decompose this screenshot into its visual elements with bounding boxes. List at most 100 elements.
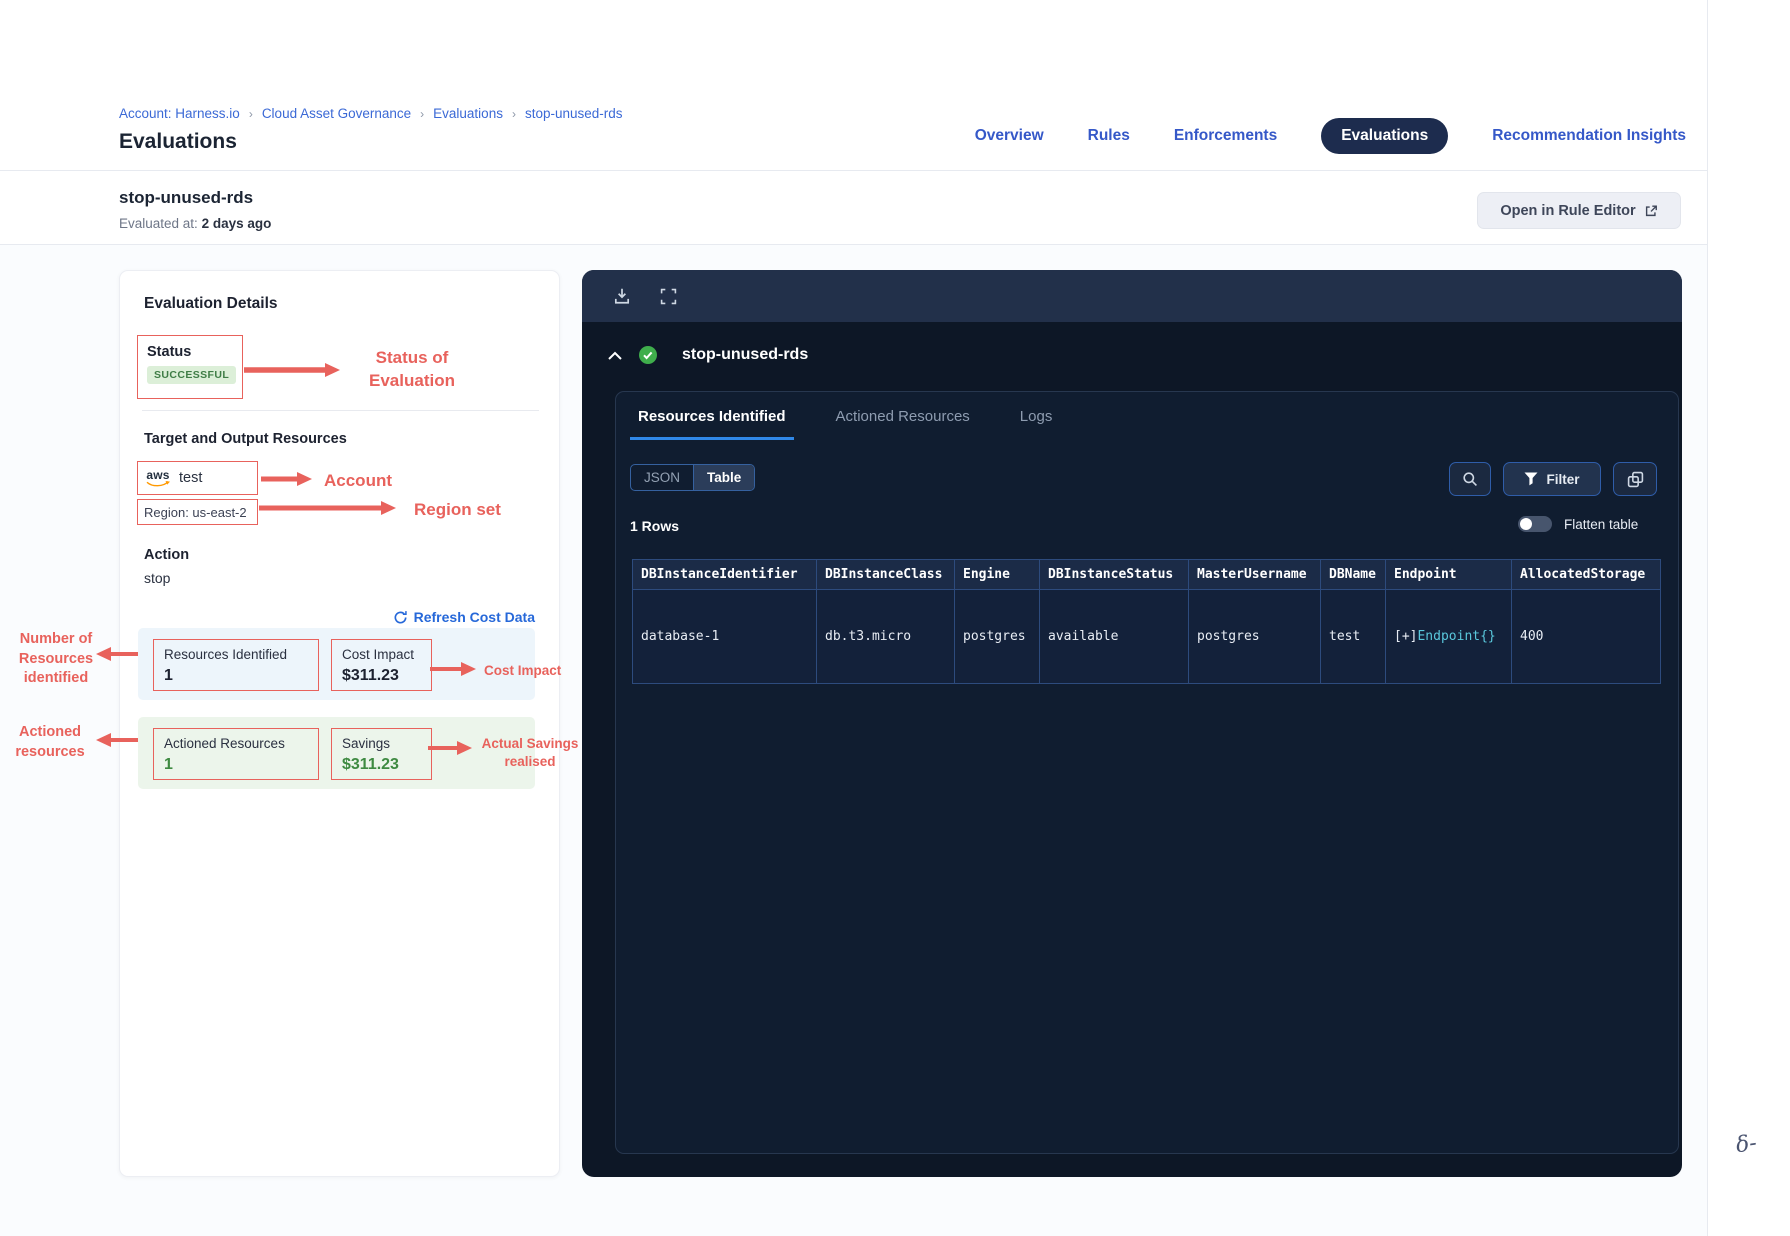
breadcrumb-cloud-asset-governance[interactable]: Cloud Asset Governance [261,106,412,121]
content-right-border [1707,0,1708,1236]
page-title: Evaluations [119,130,237,153]
col-engine[interactable]: Engine [954,559,1040,590]
cost-impact-label: Cost Impact [342,647,415,662]
breadcrumb-evaluations[interactable]: Evaluations [433,106,503,121]
fullscreen-icon[interactable] [658,286,678,306]
target-resources-heading: Target and Output Resources [144,431,347,447]
nav-rules[interactable]: Rules [1087,127,1130,144]
copy-icon [1627,471,1643,487]
annotation-account: Account [324,471,392,490]
annotation-resources-identified: Number of Resources identified [18,631,94,687]
action-label: Action [144,547,190,563]
header-divider [0,170,1707,171]
nav-overview[interactable]: Overview [974,127,1044,144]
resources-tabs: Resources Identified Actioned Resources … [630,392,1060,440]
col-dbname[interactable]: DBName [1320,559,1386,590]
cell-dbinstanceidentifier: database-1 [632,589,817,684]
refresh-icon [394,610,407,623]
refresh-cost-data-label: Refresh Cost Data [413,609,535,625]
cost-impact-card: Cost Impact $311.23 [331,639,432,691]
filter-button[interactable]: Filter [1503,462,1601,496]
open-rule-editor-label: Open in Rule Editor [1500,202,1636,219]
toggle-knob [1520,518,1532,530]
nav-recommendation-insights[interactable]: Recommendation Insights [1492,127,1686,144]
status-box: Status SUCCESSFUL [137,335,243,399]
tab-logs[interactable]: Logs [1019,408,1053,425]
col-masterusername[interactable]: MasterUsername [1188,559,1321,590]
tab-resources-identified[interactable]: Resources Identified [630,392,794,440]
breadcrumb-separator: › [511,106,516,121]
results-panel: stop-unused-rds Resources Identified Act… [582,270,1682,1177]
annotation-savings: Actual Savings realised [481,736,579,770]
aws-logo-text: aws [146,467,170,482]
cell-masterusername: postgres [1188,589,1321,684]
success-check-icon [638,345,658,365]
nav-evaluations-active[interactable]: Evaluations [1321,118,1449,154]
actioned-resources-value: 1 [164,756,173,773]
endpoint-expand[interactable]: [+] [1394,629,1418,644]
cell-dbname: test [1320,589,1386,684]
endpoint-value[interactable]: Endpoint{} [1417,629,1496,644]
rule-name-title: stop-unused-rds [119,188,254,207]
refresh-cost-data-link[interactable]: Refresh Cost Data [393,609,535,625]
annotation-status: Status of Evaluation [369,348,455,390]
handwritten-scribble: δ- [1734,1130,1759,1159]
evaluated-at-value: 2 days ago [201,216,272,231]
annotation-cost-impact: Cost Impact [484,663,562,678]
cost-impact-value: $311.23 [342,667,399,684]
actioned-resources-label: Actioned Resources [164,736,285,751]
table-row: database-1 db.t3.micro postgres availabl… [632,589,1661,684]
view-json-option[interactable]: JSON [644,470,681,485]
download-icon[interactable] [612,286,632,306]
view-table-option[interactable]: Table [693,465,755,490]
resources-identified-value: 1 [164,667,173,684]
result-title-row: stop-unused-rds [582,322,1682,388]
savings-value: $311.23 [342,756,399,773]
result-rule-name: stop-unused-rds [682,346,809,363]
savings-card: Savings $311.23 [331,728,432,780]
subheader-divider [0,244,1707,245]
rows-count: 1 Rows [630,518,680,534]
filter-label: Filter [1546,471,1580,487]
nav-enforcements[interactable]: Enforcements [1173,127,1278,144]
action-value: stop [144,570,171,586]
evaluated-at: Evaluated at: 2 days ago [119,216,271,231]
copy-button[interactable] [1613,462,1657,496]
breadcrumb-account[interactable]: Account: Harness.io [119,106,240,121]
search-icon [1463,472,1477,486]
account-chip[interactable]: aws test [137,461,258,495]
evaluation-details-heading: Evaluation Details [144,295,278,312]
resources-identified-card: Resources Identified 1 [153,639,319,691]
aws-logo-icon: aws [146,469,170,488]
collapse-chevron-icon[interactable] [608,351,622,360]
view-toggle: JSON Table [630,464,756,491]
search-button[interactable] [1449,462,1491,496]
cell-allocatedstorage: 400 [1511,589,1661,684]
evaluation-details-card: Evaluation Details Status SUCCESSFUL Tar… [119,270,560,1177]
breadcrumb-separator: › [248,106,253,121]
col-dbinstanceidentifier[interactable]: DBInstanceIdentifier [632,559,817,590]
table-header-row: DBInstanceIdentifier DBInstanceClass Eng… [632,559,1661,590]
open-rule-editor-button[interactable]: Open in Rule Editor [1477,192,1681,229]
aws-smile-icon [146,480,170,486]
status-label: Status [147,344,192,360]
col-allocatedstorage[interactable]: AllocatedStorage [1511,559,1661,590]
evaluated-at-label: Evaluated at: [119,216,198,231]
col-dbinstanceclass[interactable]: DBInstanceClass [816,559,955,590]
col-dbinstancestatus[interactable]: DBInstanceStatus [1039,559,1189,590]
resources-container: Resources Identified Actioned Resources … [615,391,1679,1154]
resources-identified-label: Resources Identified [164,647,288,662]
breadcrumb-rule[interactable]: stop-unused-rds [524,106,623,121]
savings-label: Savings [342,736,391,751]
cell-endpoint[interactable]: [+]Endpoint{} [1385,589,1512,684]
cell-dbinstanceclass: db.t3.micro [816,589,955,684]
flatten-toggle[interactable] [1518,516,1552,532]
annotation-actioned: Actioned resources [15,724,85,760]
col-endpoint[interactable]: Endpoint [1385,559,1512,590]
cell-engine: postgres [954,589,1040,684]
filter-icon [1524,472,1538,486]
external-link-icon [1645,204,1657,216]
tab-actioned-resources[interactable]: Actioned Resources [835,408,970,425]
identified-metrics-strip: Resources Identified 1 Cost Impact $311.… [138,628,535,700]
